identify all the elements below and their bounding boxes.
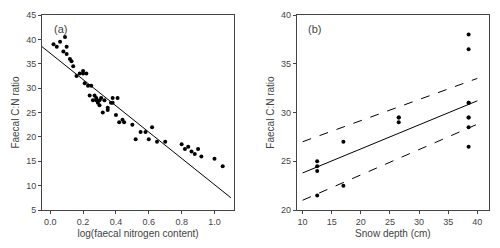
svg-text:35: 35 [281, 59, 291, 69]
svg-text:20: 20 [356, 217, 366, 227]
svg-text:40: 40 [281, 10, 291, 20]
svg-text:10: 10 [26, 181, 36, 191]
svg-text:30: 30 [26, 83, 36, 93]
svg-text:Faecal C:N ratio: Faecal C:N ratio [10, 76, 21, 149]
svg-text:Snow depth (cm): Snow depth (cm) [355, 228, 431, 239]
svg-text:40: 40 [26, 35, 36, 45]
svg-text:5: 5 [31, 205, 36, 215]
svg-text:15: 15 [327, 217, 337, 227]
svg-text:20: 20 [281, 205, 291, 215]
svg-text:(b): (b) [308, 23, 321, 35]
svg-text:40: 40 [472, 217, 482, 227]
svg-text:25: 25 [385, 217, 395, 227]
svg-text:10: 10 [298, 217, 308, 227]
svg-text:0.8: 0.8 [175, 217, 188, 227]
svg-text:35: 35 [443, 217, 453, 227]
svg-text:0.0: 0.0 [44, 217, 57, 227]
svg-text:log(faecal nitrogen content): log(faecal nitrogen content) [78, 228, 199, 239]
svg-text:25: 25 [26, 108, 36, 118]
svg-text:20: 20 [26, 132, 36, 142]
svg-text:1.0: 1.0 [208, 217, 221, 227]
svg-text:30: 30 [414, 217, 424, 227]
svg-text:(a): (a) [54, 23, 67, 35]
svg-text:45: 45 [26, 10, 36, 20]
svg-text:0.2: 0.2 [77, 217, 90, 227]
svg-text:30: 30 [281, 108, 291, 118]
svg-text:Faecal C:N ratio: Faecal C:N ratio [265, 76, 276, 149]
svg-text:15: 15 [26, 156, 36, 166]
svg-text:35: 35 [26, 59, 36, 69]
svg-text:0.6: 0.6 [143, 217, 156, 227]
svg-text:25: 25 [281, 156, 291, 166]
svg-text:0.4: 0.4 [110, 217, 123, 227]
